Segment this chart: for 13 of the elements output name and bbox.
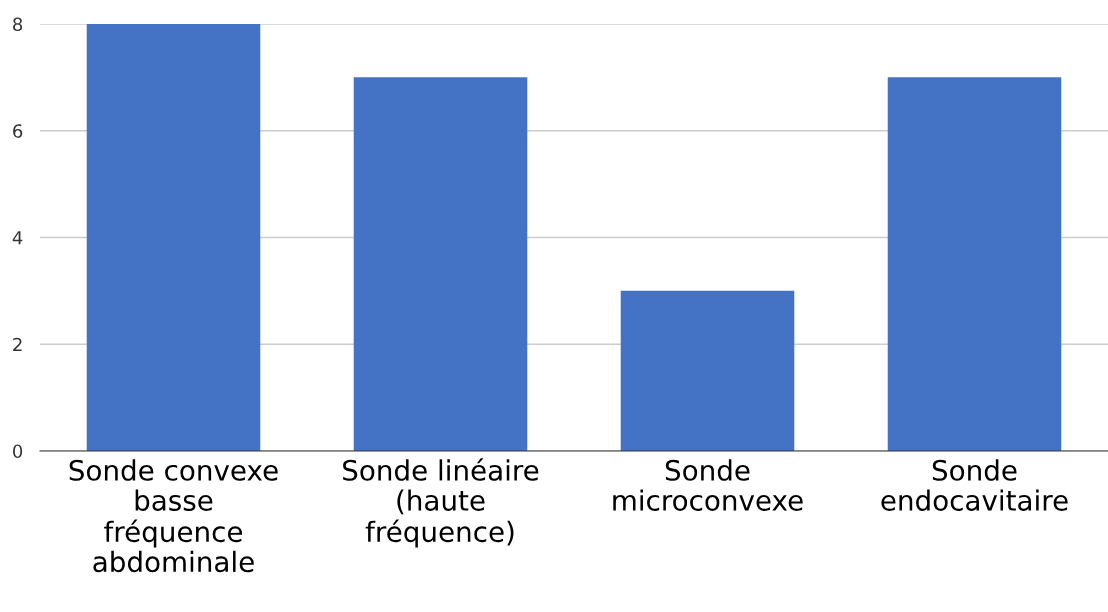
y-tick-label: 4 bbox=[12, 231, 23, 245]
y-tick-label: 6 bbox=[13, 124, 23, 138]
x-tick-label: Sonde convexe basse fréquence abdominale bbox=[69, 459, 278, 573]
x-tick-label: Sonde microconvexe bbox=[613, 459, 803, 511]
y-tick-label: 2 bbox=[13, 337, 22, 352]
bar bbox=[887, 77, 1062, 451]
x-tick-label: Sonde linéaire (haute fréquence) bbox=[343, 458, 539, 548]
y-tick-label: 8 bbox=[13, 17, 23, 32]
bar bbox=[353, 77, 528, 451]
bar bbox=[86, 24, 261, 451]
x-tick-label: Sonde endocavitaire bbox=[881, 459, 1068, 511]
bar bbox=[620, 290, 795, 451]
y-tick-label: 0 bbox=[13, 444, 23, 459]
